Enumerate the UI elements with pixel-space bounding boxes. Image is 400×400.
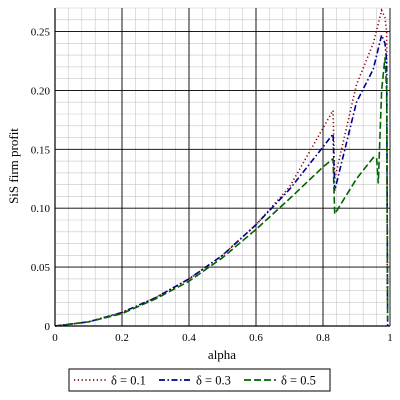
y-tick-label: 0.10 <box>31 203 51 215</box>
y-tick-label: 0.25 <box>31 27 51 39</box>
y-tick-label: 0.20 <box>31 85 51 97</box>
series-layer <box>54 8 389 327</box>
series-line-3 <box>54 57 389 327</box>
x-tick-label: 0.4 <box>182 332 196 344</box>
legend-label-3: δ = 0.5 <box>281 374 316 388</box>
legend-label-1: δ = 0.1 <box>111 374 146 388</box>
x-axis-label: alpha <box>208 347 236 362</box>
x-tick-label: 0.8 <box>316 332 330 344</box>
y-tick-label: 0.05 <box>31 262 51 274</box>
y-axis-label: SiS firm profit <box>6 128 21 204</box>
legend: δ = 0.1 δ = 0.3 δ = 0.5 <box>68 368 331 392</box>
series-line-2 <box>54 32 389 327</box>
x-tick-label: 0.2 <box>115 332 129 344</box>
legend-box <box>68 368 331 392</box>
axes <box>54 8 390 327</box>
x-tick-label: 1 <box>387 332 393 344</box>
legend-label-2: δ = 0.3 <box>196 374 231 388</box>
x-tick-label: 0 <box>52 332 58 344</box>
tick-labels: 0 0.2 0.4 0.6 0.8 1 0 0.05 0.10 0.15 0.20 0.25 <box>31 27 393 344</box>
y-tick-label: 0.15 <box>31 144 51 156</box>
x-tick-label: 0.6 <box>249 332 263 344</box>
y-tick-label: 0 <box>45 321 51 333</box>
